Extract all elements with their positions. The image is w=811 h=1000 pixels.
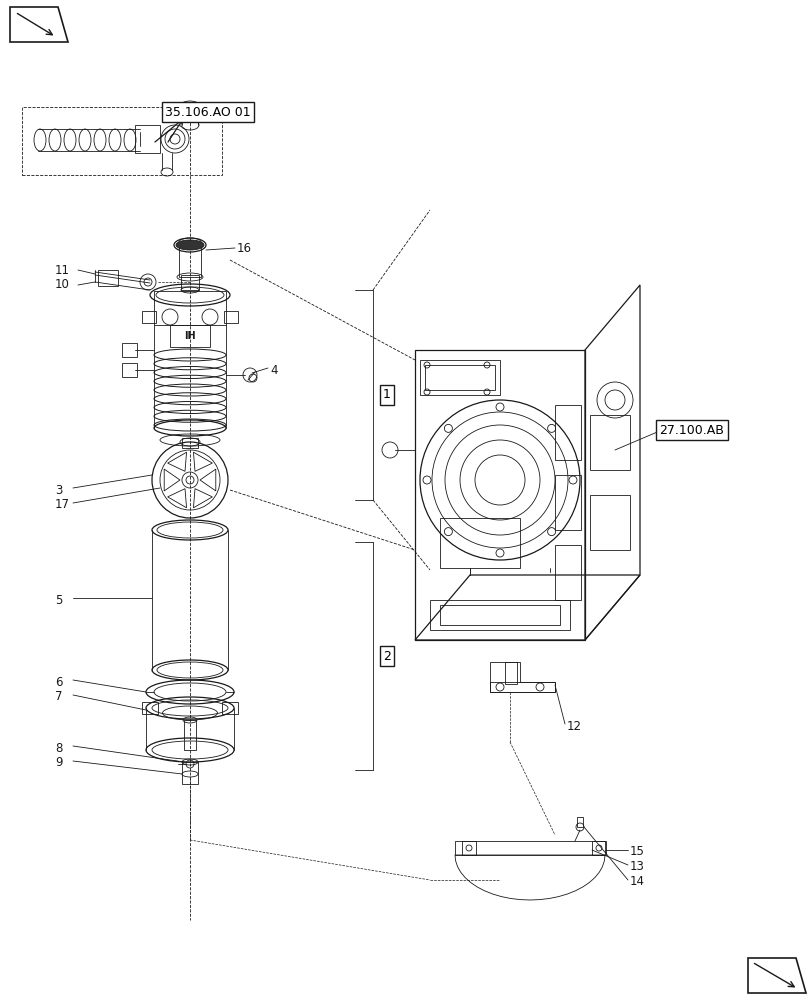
Text: 5: 5 — [55, 593, 62, 606]
Text: 14: 14 — [629, 876, 644, 888]
Text: 7: 7 — [55, 690, 62, 704]
Text: 13: 13 — [629, 860, 644, 874]
Bar — [98, 270, 118, 286]
Bar — [419, 360, 500, 395]
Bar — [489, 682, 554, 692]
Polygon shape — [10, 7, 68, 42]
Text: 27.100.AB: 27.100.AB — [659, 424, 723, 436]
Bar — [169, 325, 210, 347]
Bar — [22, 107, 221, 175]
Bar — [554, 405, 581, 460]
Text: 2: 2 — [383, 650, 390, 662]
Ellipse shape — [176, 240, 204, 250]
Bar — [554, 545, 581, 600]
Bar — [590, 415, 629, 470]
Text: 9: 9 — [55, 756, 62, 770]
Text: 17: 17 — [55, 498, 70, 512]
Bar — [122, 343, 137, 357]
Text: 16: 16 — [237, 241, 251, 254]
Polygon shape — [747, 958, 805, 993]
Text: 6: 6 — [55, 676, 62, 688]
Bar — [504, 662, 517, 684]
Bar — [590, 495, 629, 550]
Text: 35.106.AO 01: 35.106.AO 01 — [165, 106, 251, 119]
Bar — [577, 817, 582, 827]
Bar — [224, 311, 238, 323]
Text: 10: 10 — [55, 278, 70, 292]
Bar — [122, 363, 137, 377]
Text: 3: 3 — [55, 484, 62, 496]
Bar — [591, 841, 605, 855]
Text: 11: 11 — [55, 263, 70, 276]
Text: 15: 15 — [629, 845, 644, 858]
Bar — [181, 275, 199, 290]
Bar — [178, 242, 201, 277]
Text: 8: 8 — [55, 741, 62, 754]
Bar — [440, 518, 519, 568]
Bar — [184, 720, 195, 750]
Text: IH: IH — [184, 331, 195, 341]
Bar — [461, 841, 475, 855]
Bar — [454, 841, 604, 855]
Bar — [430, 600, 569, 630]
Bar — [182, 762, 198, 784]
Bar — [142, 702, 158, 714]
Bar — [554, 475, 581, 530]
Text: 4: 4 — [270, 363, 277, 376]
Bar — [440, 605, 560, 625]
Text: 12: 12 — [566, 719, 581, 732]
Bar — [424, 365, 495, 390]
Bar — [142, 311, 156, 323]
Bar — [182, 438, 198, 448]
Text: 1: 1 — [383, 388, 390, 401]
Bar — [154, 291, 225, 325]
Bar — [221, 702, 238, 714]
